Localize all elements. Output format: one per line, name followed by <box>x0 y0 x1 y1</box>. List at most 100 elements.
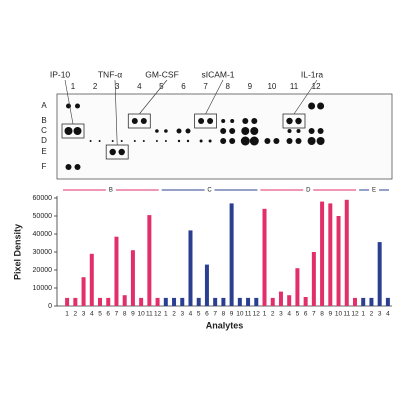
bar <box>221 297 226 306</box>
bar <box>295 268 300 306</box>
blot-spot <box>220 138 227 144</box>
blot-spot <box>242 118 249 124</box>
x-tick-label: 1 <box>164 311 168 318</box>
blot-spot <box>198 118 205 124</box>
annotation-leader <box>114 79 118 146</box>
group-label-bg <box>303 186 314 194</box>
annotation-label: IP-10 <box>50 69 71 79</box>
blot-spot <box>229 138 236 144</box>
blot-spot <box>229 128 236 134</box>
x-tick-label: 10 <box>236 311 244 318</box>
x-tick-label: 12 <box>351 311 359 318</box>
y-tick-label: 0 <box>48 303 52 310</box>
x-tick-label: 11 <box>146 311 153 318</box>
blot-spot <box>177 139 181 143</box>
bar-chart: 0 10000 20000 30000 40000 50000 60000 Pixel Den… <box>12 186 392 330</box>
bar <box>213 297 218 306</box>
bar <box>163 297 168 306</box>
blot-spot <box>208 139 212 143</box>
blot-spot <box>307 137 316 145</box>
x-tick-label: 5 <box>296 311 300 318</box>
annotation-label: sICAM-1 <box>201 69 234 79</box>
blot-spot <box>98 140 101 142</box>
bar <box>352 297 357 306</box>
y-tick-label: 10000 <box>33 285 53 292</box>
annotation-leader <box>205 79 224 115</box>
y-tick-label: 20000 <box>33 267 53 274</box>
x-tick-label: 4 <box>189 311 193 318</box>
blot-spot <box>295 117 302 125</box>
column-label: 9 <box>248 82 253 91</box>
bar <box>81 277 86 306</box>
blot-spot <box>176 128 182 134</box>
column-label: 11 <box>290 82 299 91</box>
x-tick-label: 3 <box>279 311 283 318</box>
blot-spot <box>286 138 293 144</box>
blot-spot <box>185 128 191 134</box>
x-tick-label: 7 <box>213 311 217 318</box>
y-axis-label: Pixel Density <box>12 224 22 280</box>
blot-spot <box>273 138 280 144</box>
column-label: 8 <box>225 82 230 91</box>
x-tick-label: 3 <box>82 311 86 318</box>
bar <box>204 264 209 306</box>
row-label: E <box>41 147 46 156</box>
bar <box>196 297 201 306</box>
bar <box>336 216 341 306</box>
blot-spot <box>241 127 250 135</box>
annotation-label: GM-CSF <box>145 69 179 79</box>
row-label: C <box>41 126 47 135</box>
group-label-bg <box>369 186 380 194</box>
blot-spot <box>186 139 190 143</box>
blot-spot <box>240 136 250 146</box>
column-label: 4 <box>137 82 142 91</box>
x-tick-label: 11 <box>343 311 350 318</box>
blot-spot <box>74 164 81 170</box>
x-tick-label: 9 <box>329 311 333 318</box>
blot-spot <box>120 140 123 142</box>
x-tick-label: 8 <box>222 311 226 318</box>
blot-spot <box>109 148 116 156</box>
x-tick-label: 5 <box>197 311 201 318</box>
column-label: 12 <box>312 82 321 91</box>
blot-spot <box>164 129 168 133</box>
x-tick-label: 12 <box>154 311 162 318</box>
bar <box>180 297 185 306</box>
blot-spot <box>75 103 80 109</box>
blot-spot <box>264 138 271 144</box>
x-tick-label: 5 <box>98 311 102 318</box>
x-tick-label: 11 <box>245 311 252 318</box>
blot-spot <box>133 140 136 142</box>
x-tick-label: 10 <box>138 311 146 318</box>
group-label: E <box>372 188 376 194</box>
blot-spot <box>295 138 302 144</box>
x-tick-label: 12 <box>253 311 261 318</box>
column-label: 3 <box>115 82 120 91</box>
x-tick-label: 1 <box>361 311 365 318</box>
blot-spot <box>164 140 167 142</box>
x-tick-label: 6 <box>106 311 110 318</box>
x-tick-label: 1 <box>263 311 267 318</box>
x-tick-label: 4 <box>90 311 94 318</box>
x-tick-label: 9 <box>230 311 234 318</box>
blot-spot <box>111 140 114 142</box>
column-label: 10 <box>267 82 276 91</box>
blot-spot <box>230 119 235 123</box>
bar <box>106 297 111 306</box>
blot-spot <box>250 127 259 135</box>
bar <box>262 208 267 306</box>
annotation-leader <box>293 79 318 115</box>
bar <box>172 297 177 306</box>
x-tick-label: 7 <box>115 311 119 318</box>
bar <box>139 297 144 306</box>
bar <box>254 297 259 306</box>
bar <box>65 297 70 306</box>
bar <box>73 297 78 306</box>
x-tick-label: 2 <box>74 311 78 318</box>
x-tick-label: 6 <box>304 311 308 318</box>
blot-spot <box>65 164 72 170</box>
bar <box>385 297 390 306</box>
row-label: F <box>42 162 47 171</box>
bar <box>89 253 94 306</box>
bar <box>246 297 251 306</box>
